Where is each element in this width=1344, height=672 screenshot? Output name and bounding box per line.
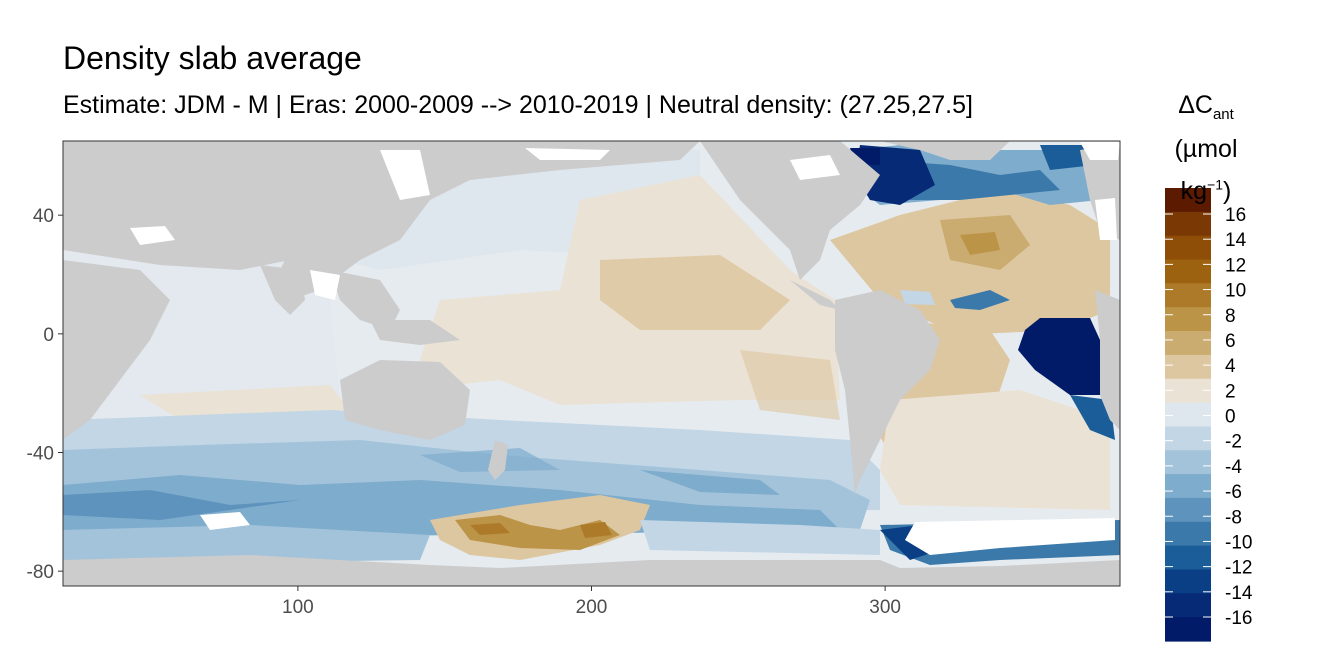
south-atlantic-light (880, 390, 1110, 510)
chart-title: Density slab average (63, 40, 362, 76)
coastal-white-2 (380, 150, 430, 200)
legend-label: 6 (1225, 331, 1236, 352)
legend-color-step (1165, 211, 1211, 237)
legend-color-step (1165, 545, 1211, 571)
legend-color-step (1165, 331, 1211, 356)
legend-labels: 16 14 12 10 8 6 4 2 0 -2 -4 -6 -8 -10 -12 -14 -16 (1165, 205, 1253, 629)
legend-label: -8 (1225, 507, 1242, 528)
x-tick-label: 300 (869, 597, 901, 618)
southeast-asia-land (330, 270, 400, 330)
land-masses (63, 141, 1120, 586)
legend-title-unit: (µmol kg−1) (1174, 134, 1238, 206)
coastal-white-1 (130, 226, 175, 245)
coastal-white-5 (1095, 198, 1117, 240)
legend-label: -12 (1225, 558, 1252, 579)
eurasia-land (270, 141, 700, 300)
greenland-land (880, 141, 1010, 160)
legend-color-step (1165, 521, 1211, 547)
coastal-white-4 (790, 155, 840, 180)
antarctic-blue-strip (63, 525, 430, 565)
legend-color-step (1165, 283, 1211, 308)
caribbean-blue-spot (900, 290, 935, 305)
ross-sea-dark-patch-2 (580, 522, 612, 538)
east-pacific-tan-region (600, 255, 790, 330)
antarctic-east-strip (640, 520, 880, 555)
legend-color-step (1165, 307, 1211, 332)
antarctica-land (63, 555, 1120, 586)
legend-title: ΔCant (µmol kg−1) (1150, 84, 1262, 213)
central-america-land (790, 280, 840, 310)
legend-label: 8 (1225, 306, 1236, 327)
legend-color-step (1165, 617, 1211, 642)
maritime-continent-land (370, 320, 460, 345)
legend-color-step (1165, 188, 1211, 213)
east-tropical-atlantic-dark (1018, 318, 1100, 395)
y-tick-label: 40 (33, 206, 54, 227)
india-land (260, 265, 305, 315)
legend-label: 2 (1225, 381, 1236, 402)
southern-ocean-band-5 (640, 470, 780, 495)
legend-label: 10 (1225, 281, 1246, 302)
legend-colorbar (1165, 188, 1211, 642)
southern-ocean-band-4 (63, 490, 300, 520)
legend-label: 14 (1225, 230, 1247, 251)
map-panel (63, 141, 1120, 586)
benguela-blue (1070, 395, 1115, 440)
legend-color-step (1165, 402, 1211, 428)
chart-subtitle: Estimate: JDM - M | Eras: 2000-2009 --> … (63, 91, 973, 119)
legend-label: -10 (1225, 532, 1252, 553)
legend-color-step (1165, 450, 1211, 475)
southern-ocean-band-6 (420, 448, 560, 472)
ross-sea-dark-patch (470, 523, 510, 535)
africa-west-land (63, 141, 300, 270)
legend-label: 0 (1225, 407, 1236, 428)
y-tick-label: -40 (27, 444, 54, 465)
legend-label: 16 (1225, 205, 1246, 226)
australia-land (340, 360, 470, 440)
legend-color-step (1165, 426, 1211, 451)
legend-color-step (1165, 235, 1211, 261)
legend-color-step (1165, 378, 1211, 404)
x-tick-label: 100 (282, 597, 314, 618)
south-america-land (835, 290, 940, 495)
x-tick-label: 200 (576, 597, 608, 618)
legend-label: -2 (1225, 432, 1242, 453)
legend-label: -4 (1225, 457, 1242, 478)
north-america-land (700, 141, 880, 280)
north-atlantic-brown-core (960, 232, 1000, 255)
legend-color-step (1165, 474, 1211, 499)
legend-color-step (1165, 569, 1211, 594)
x-axis: 100 200 300 (282, 586, 901, 618)
africa-east-land (1095, 290, 1120, 430)
new-zealand-land (488, 440, 508, 480)
no-data-areas (130, 142, 1120, 555)
antarctic-ice-shelf-white (905, 518, 1115, 555)
legend-color-step (1165, 593, 1211, 618)
legend-label: -6 (1225, 482, 1242, 503)
amundsen-white (200, 512, 250, 530)
legend-title-main: ΔCant (1178, 91, 1234, 123)
y-tick-label: -80 (27, 562, 54, 583)
legend-label: -14 (1225, 583, 1253, 604)
legend-color-step (1165, 354, 1211, 380)
y-tick-label: 0 (43, 325, 54, 346)
legend-color-step (1165, 259, 1211, 284)
y-axis: 40 0 -40 -80 (27, 206, 63, 583)
coastal-white-3 (525, 148, 610, 160)
legend-label: 12 (1225, 255, 1246, 276)
east-africa-land (63, 260, 170, 440)
legend-label: -16 (1225, 608, 1252, 629)
coastal-white-7 (1080, 142, 1120, 160)
legend-label: 4 (1225, 356, 1236, 377)
legend-color-step (1165, 497, 1211, 523)
mid-atlantic-blue-spot (950, 290, 1010, 310)
coastal-white-6 (310, 270, 340, 300)
south-pacific-tan-region (740, 350, 840, 420)
